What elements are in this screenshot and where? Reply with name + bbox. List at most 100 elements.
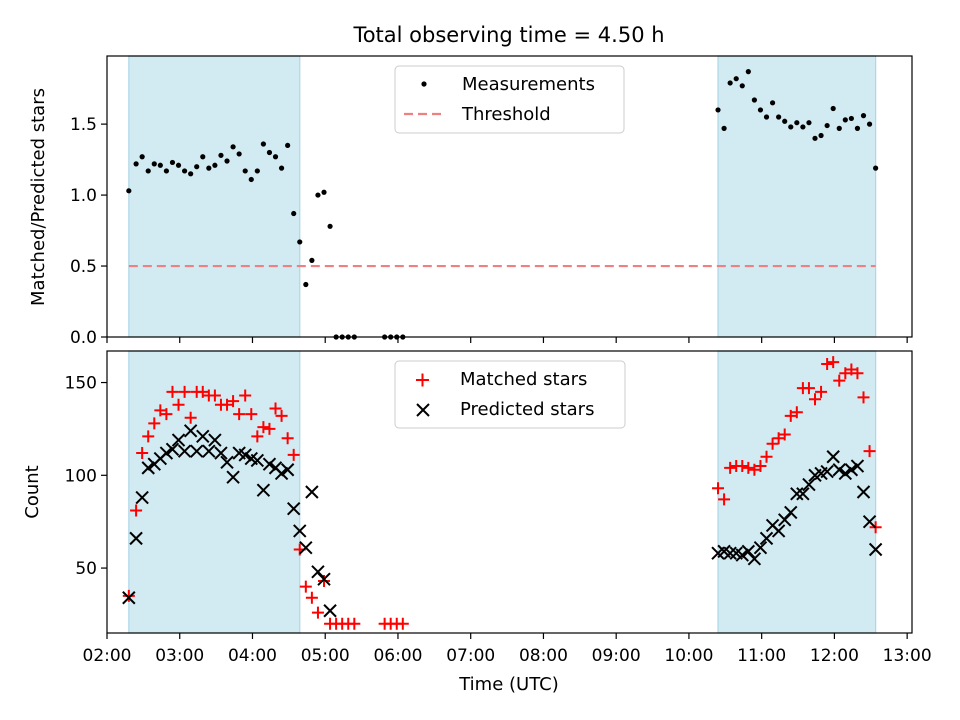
measurement-point bbox=[860, 113, 867, 119]
matched-star-point bbox=[239, 389, 252, 402]
x-tick-label: 12:00 bbox=[810, 646, 859, 666]
y-tick-label: 150 bbox=[65, 374, 97, 394]
matched-star-point bbox=[275, 409, 288, 422]
measurement-point bbox=[230, 144, 236, 150]
y-tick-label: 1.5 bbox=[70, 115, 97, 135]
measurement-point bbox=[751, 97, 757, 103]
matched-star-point bbox=[760, 450, 773, 463]
measurement-point bbox=[303, 281, 309, 288]
shaded-interval bbox=[717, 55, 877, 338]
predicted-star-point bbox=[262, 457, 277, 471]
matched-star-point bbox=[257, 421, 270, 434]
matched-star-point bbox=[772, 432, 785, 445]
matched-star-point bbox=[827, 356, 840, 369]
measurement-point bbox=[212, 162, 218, 168]
measurement-point bbox=[285, 142, 291, 149]
matched-star-point bbox=[348, 617, 361, 630]
matched-star-point bbox=[790, 406, 803, 419]
matched-star-point bbox=[833, 374, 846, 387]
matched-star-point bbox=[748, 463, 761, 476]
bottom-legend: Matched stars Predicted stars bbox=[394, 360, 626, 429]
measurement-point bbox=[854, 125, 861, 131]
predicted-star-point bbox=[771, 524, 786, 538]
predicted-star-point bbox=[826, 450, 840, 464]
measurement-point bbox=[782, 118, 788, 124]
matched-star-point bbox=[802, 382, 815, 395]
matched-star-point bbox=[172, 398, 185, 411]
measurement-point bbox=[157, 162, 163, 168]
matched-star-point bbox=[766, 437, 779, 450]
measurement-point bbox=[769, 100, 776, 106]
matched-star-point bbox=[178, 385, 191, 398]
matched-star-point bbox=[857, 391, 870, 404]
matched-star-point bbox=[142, 430, 155, 443]
measurement-point bbox=[297, 239, 303, 245]
y-tick-label: 100 bbox=[65, 466, 97, 486]
measurement-point bbox=[151, 161, 157, 167]
x-tick-label: 06:00 bbox=[373, 646, 422, 666]
measurement-point bbox=[194, 164, 200, 170]
predicted-star-point bbox=[208, 433, 222, 447]
matched-star-point bbox=[821, 357, 834, 370]
chart-title: Total observing time = 4.50 h bbox=[352, 23, 664, 47]
matched-star-point bbox=[166, 385, 179, 398]
legend-threshold-label: Threshold bbox=[461, 104, 551, 125]
measurement-point bbox=[260, 141, 266, 147]
matched-star-point bbox=[784, 409, 797, 422]
predicted-stars-points bbox=[122, 424, 883, 618]
x-tick-label: 05:00 bbox=[301, 646, 350, 666]
predicted-star-point bbox=[274, 466, 289, 481]
bottom-plot-frame bbox=[106, 350, 913, 634]
predicted-star-point bbox=[832, 463, 846, 477]
predicted-star-point bbox=[317, 572, 331, 586]
matched-star-point bbox=[851, 367, 864, 380]
predicted-star-point bbox=[171, 433, 186, 447]
matched-star-point bbox=[742, 461, 755, 474]
measurement-point bbox=[224, 158, 230, 164]
measurement-point bbox=[206, 165, 212, 171]
measurement-point bbox=[315, 192, 321, 198]
predicted-star-point bbox=[238, 448, 252, 462]
matched-star-point bbox=[305, 591, 318, 604]
y-tick-label: 1.0 bbox=[70, 186, 97, 206]
x-tick-label: 03:00 bbox=[155, 646, 204, 666]
top-legend-box bbox=[394, 65, 625, 134]
predicted-star-point bbox=[747, 552, 762, 566]
measurement-point bbox=[133, 161, 139, 167]
measurement-point bbox=[321, 189, 327, 195]
measurement-point bbox=[291, 210, 297, 217]
predicted-star-point bbox=[214, 446, 228, 460]
measurement-points bbox=[126, 69, 879, 340]
predicted-star-point bbox=[293, 524, 307, 538]
measurement-point bbox=[327, 223, 333, 229]
measurement-point bbox=[745, 69, 751, 75]
measurement-point bbox=[812, 135, 818, 141]
legend-measurements-marker bbox=[421, 81, 427, 87]
matched-star-point bbox=[251, 430, 264, 443]
measurement-point bbox=[824, 122, 830, 129]
predicted-star-point bbox=[122, 591, 136, 605]
matched-star-point bbox=[778, 428, 791, 441]
legend-measurements-label: Measurements bbox=[462, 74, 595, 95]
matched-star-point bbox=[136, 447, 149, 460]
predicted-star-point bbox=[165, 442, 180, 457]
matched-star-point bbox=[396, 617, 409, 630]
measurement-point bbox=[806, 120, 812, 126]
measurement-point bbox=[145, 168, 151, 174]
matched-star-point bbox=[839, 367, 852, 380]
measurement-point bbox=[163, 168, 170, 174]
top-plot-frame bbox=[106, 55, 913, 338]
measurement-point bbox=[278, 165, 285, 171]
measurement-point bbox=[794, 120, 800, 126]
bottom-y-ticks: 50 100 150 bbox=[65, 374, 107, 579]
measurement-point bbox=[272, 154, 279, 160]
predicted-star-point bbox=[868, 542, 883, 557]
measurement-point bbox=[800, 124, 806, 130]
predicted-star-point bbox=[141, 461, 155, 475]
measurement-point bbox=[763, 114, 770, 120]
legend-predicted-label: Predicted stars bbox=[460, 399, 594, 420]
measurement-point bbox=[248, 176, 254, 183]
predicted-star-point bbox=[183, 424, 198, 438]
predicted-star-point bbox=[735, 548, 749, 562]
